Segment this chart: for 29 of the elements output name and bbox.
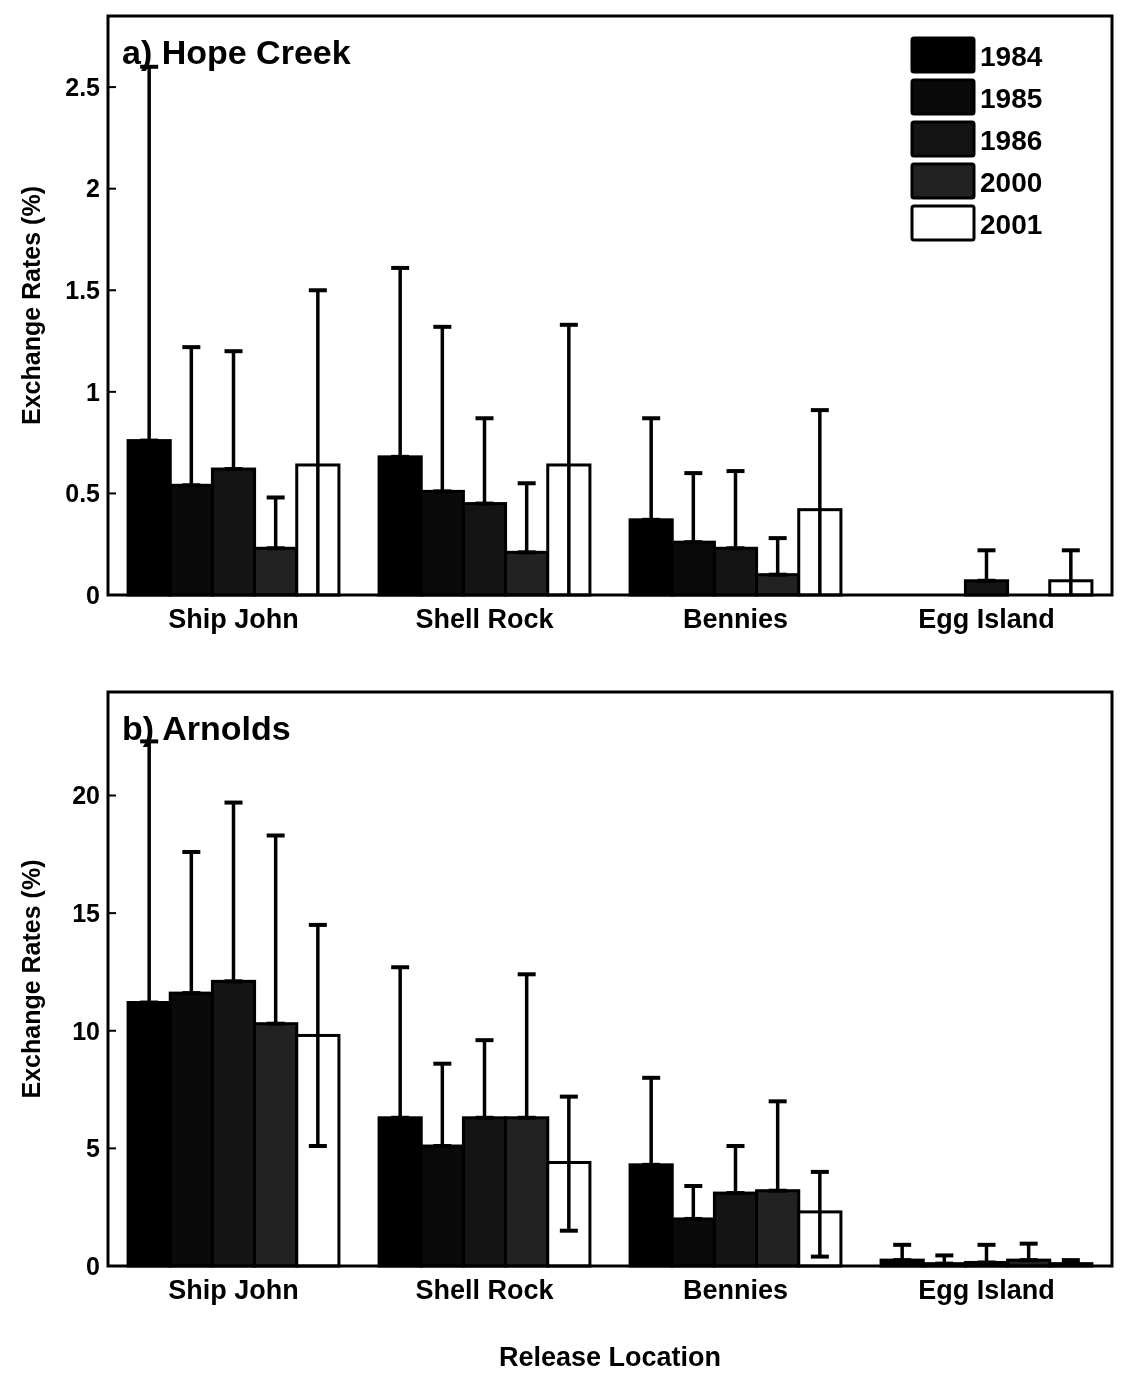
y-tick-label: 0 [86, 580, 100, 609]
x-tick-label: Bennies [682, 1275, 789, 1305]
y-tick-label: 2.5 [65, 72, 101, 101]
legend-label: 1985 [980, 83, 1043, 114]
legend-label: 1986 [980, 125, 1043, 156]
y-tick-label: 2 [86, 174, 100, 203]
x-tick-label: Shell Rock [415, 1275, 555, 1305]
y-tick-label: 0 [86, 1251, 100, 1280]
x-tick-label: Shell Rock [415, 604, 555, 634]
legend-label: 2001 [980, 209, 1043, 240]
x-tick-label: Egg Island [918, 604, 1055, 634]
y-tick-label: 20 [72, 781, 100, 810]
x-tick-label: Ship John [168, 1275, 299, 1305]
legend-label: 2000 [980, 167, 1043, 198]
text: a) Hope Creek [122, 33, 351, 71]
y-tick-label: 10 [72, 1016, 100, 1045]
x-tick-label: Ship John [168, 604, 299, 634]
y-tick-label: 1.5 [65, 276, 101, 305]
x-axis-title: Release Location [498, 1342, 722, 1372]
y-axis-title: Exchange Rates (%) [17, 186, 45, 425]
x-tick-label: Egg Island [918, 1275, 1055, 1305]
y-tick-label: 15 [72, 898, 101, 927]
y-axis-title: Exchange Rates (%) [17, 859, 45, 1099]
y-tick-label: 1 [86, 377, 101, 406]
y-tick-label: 0.5 [65, 479, 101, 508]
y-tick-label: 5 [86, 1134, 101, 1163]
text: b) Arnolds [122, 709, 291, 747]
legend-label: 1984 [980, 41, 1043, 72]
x-tick-label: Bennies [682, 604, 789, 634]
